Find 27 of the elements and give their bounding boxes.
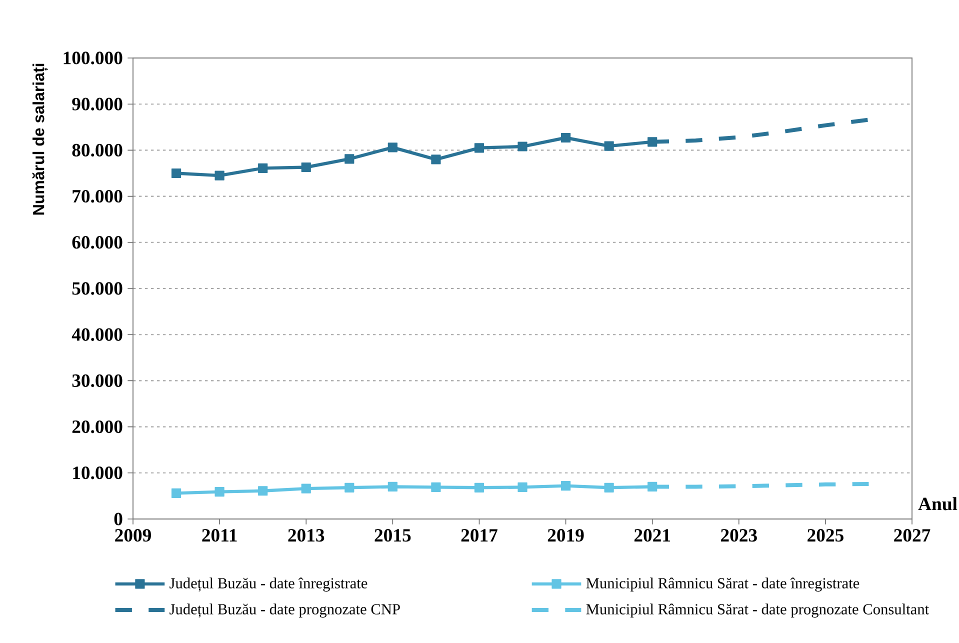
y-tick-label: 70.000 xyxy=(72,190,122,203)
x-tick-label: 2011 xyxy=(202,529,237,542)
x-tick-label: 2025 xyxy=(808,529,844,542)
y-tick-label: 10.000 xyxy=(73,466,122,480)
x-tick-label: 2013 xyxy=(288,529,324,542)
y-tick-label: 90.000 xyxy=(72,98,122,110)
y-tick-label: 80.000 xyxy=(72,144,122,157)
legend-label: Județul Buzău - date înregistrate xyxy=(170,578,368,592)
x-tick-label: 2023 xyxy=(721,529,757,542)
y-axis-title: Numărul de salariați xyxy=(32,64,48,215)
x-axis-title: Anul xyxy=(918,497,958,510)
y-tick-label: 40.000 xyxy=(72,328,122,341)
y-tick-label: 20.000 xyxy=(72,420,122,434)
x-tick-label: 2017 xyxy=(461,529,498,542)
x-tick-label: 2027 xyxy=(894,529,930,542)
x-tick-label: 2015 xyxy=(374,529,411,542)
x-tick-label: 2009 xyxy=(115,529,151,542)
y-tick-label: 100.000 xyxy=(64,52,122,64)
x-tick-label: 2019 xyxy=(548,529,584,542)
y-tick-label: 30.000 xyxy=(72,374,122,388)
legend-label: Județul Buzău - date prognozate CNP xyxy=(170,604,400,618)
x-tick-label: 2021 xyxy=(634,529,670,542)
y-tick-label: 50.000 xyxy=(72,282,122,295)
legend-label: Municipiul Râmnicu Sărat - date prognozate Consultant xyxy=(586,604,929,618)
legend-label: Municipiul Râmnicu Sărat - date înregistrate xyxy=(586,578,860,592)
y-tick-label: 60.000 xyxy=(72,236,122,249)
y-tick-label: 0 xyxy=(114,512,122,526)
